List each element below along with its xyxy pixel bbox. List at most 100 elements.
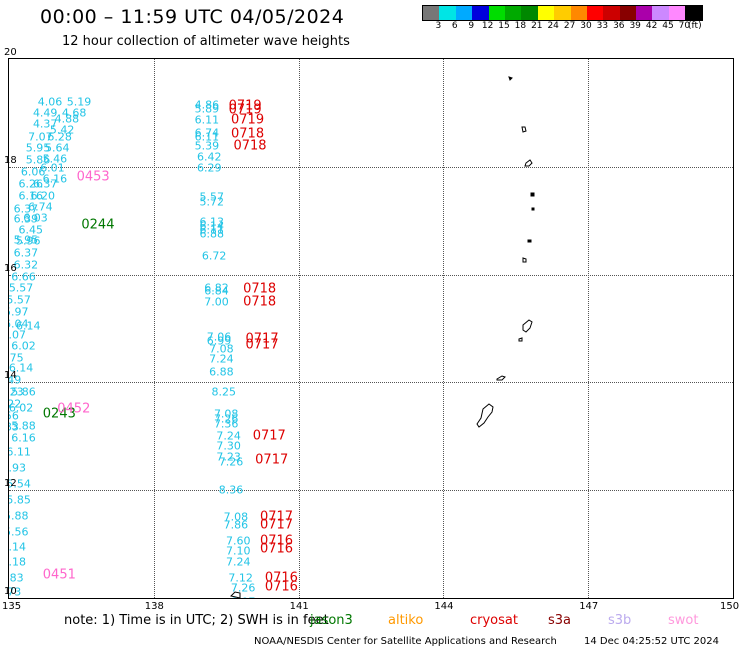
y-tick-label: 10 [4,586,17,597]
wave-height-value: 5.23 [9,385,24,399]
pass-time-label: 0716 [264,579,298,595]
wave-height-value: 5.42 [49,123,75,137]
wave-height-value: 5.19 [66,95,92,109]
colorbar-swatch [521,6,538,20]
colorbar-label: 45 [662,21,674,31]
wave-height-value: 6.72 [201,249,227,263]
wave-height-value: 7.06 [206,330,232,344]
x-tick-label: 135 [2,601,22,612]
wave-height-value: 5.39 [194,139,220,153]
wave-height-value: 5.85 [8,493,31,507]
wave-height-value: 8.25 [211,385,237,399]
wave-height-value: 5.56 [9,409,19,423]
wave-height-value: 5.22 [8,397,22,411]
wave-height-value: 5.56 [9,525,29,539]
pass-time-label: 0719 [231,112,265,128]
wave-height-value: 6.37 [32,177,58,191]
wave-height-value: 5.64 [45,141,70,155]
wave-height-value: 7.26 [218,455,244,469]
wave-height-value: 6.14 [16,319,41,333]
wave-height-value: 6.99 [206,334,232,348]
wave-height-value: 6.28 [47,130,72,144]
pass-time-label: 0244 [81,217,115,233]
wave-height-value: 6.07 [8,328,27,342]
colorbar-swatch [586,6,604,20]
wave-height-value: 5.95 [25,141,51,155]
wave-height-value: 6.02 [8,401,34,415]
colorbar-label: 30 [580,21,592,31]
grid-line-lat [9,382,733,384]
mission-legend-item: jason3 [310,613,353,628]
wave-height-value: 5.88 [9,509,29,523]
colorbar-label: 21 [531,21,543,31]
grid-line-lon [298,59,300,598]
colorbar-label: 42 [645,21,658,31]
wave-height-value: 6.37 [13,246,39,260]
wave-height-value: 5.54 [8,477,31,491]
island-guguan [531,207,535,211]
wave-height-value: 6.37 [13,202,39,216]
wave-height-value: 6.14 [8,540,27,554]
pass-time-label: 0717 [252,428,286,444]
wave-height-value: 6.29 [197,161,222,175]
wave-height-value: 5.57 [199,190,224,204]
wave-height-value: 8.36 [218,483,244,497]
colorbar-swatch [668,6,686,20]
colorbar-label: 3 [435,21,442,31]
wave-height-value: 7.26 [213,412,239,426]
x-tick-label: 150 [720,601,740,612]
wave-height-value: 7.23 [216,450,241,464]
wave-height-value: 5.46 [42,152,68,166]
colorbar-label: 18 [514,21,527,31]
wave-height-value: 6.20 [30,189,56,203]
mission-legend-item: altiko [388,613,424,628]
mission-legend-item: s3a [548,613,572,628]
wave-height-value: 7.24 [226,555,251,569]
colorbar-swatch [423,6,440,20]
island-maug [521,126,527,133]
colorbar-label: 36 [613,21,625,31]
wave-height-value: 5.93 [8,461,27,475]
landmasses [230,76,535,598]
wave-height-value: 5.97 [9,305,29,319]
wave-height-value: 4.37 [32,117,58,131]
wave-height-value: 7.00 [204,295,229,309]
colorbar-label: 39 [629,21,641,31]
footer-credit: NOAA/NESDIS Center for Satellite Applica… [254,636,557,647]
wave-height-value: 6.11 [194,130,220,144]
wave-height-value: 4.06 [37,95,63,109]
wave-height-value: 6.16 [18,189,43,203]
island-farallon [508,76,513,81]
pass-time-label: 0453 [76,169,110,184]
wave-height-value: 6.16 [42,172,68,186]
island-south [230,591,241,598]
wave-height-value: 7.60 [226,534,251,548]
island-saipan [522,319,533,333]
mission-legend-item: swot [668,613,699,628]
colorbar-swatch [472,6,489,20]
wave-height-value: 7.07 [28,130,53,144]
wave-height-value: 6.45 [18,223,43,237]
pass-time-label: 0452 [57,401,91,417]
island-rota [496,375,506,381]
wave-height-value: 6.18 [8,555,27,569]
wave-height-value: 6.39 [13,212,39,226]
pass-time-label: 0717 [245,331,279,347]
wave-height-value: 6.88 [199,227,224,241]
wave-height-value: 5.72 [199,195,224,209]
map-area: 4.06 5.19 4.49 4.68 4.88 4.37 5.42 7.07 6.28 5.95… [8,58,734,599]
mission-legend-item: s3b [608,613,632,628]
pass-time-label: 0718 [233,138,267,154]
wave-height-value: 5.86 [11,385,36,399]
grid-line-lat [9,490,733,492]
x-tick-label: 144 [434,601,454,612]
grid-line-lat [9,166,733,168]
pass-time-label: 0719 [228,102,262,118]
wave-height-value: 7.08 [223,510,249,524]
pass-time-label: 0716 [259,541,294,557]
wave-height-value: 6.14 [199,219,224,233]
wave-height-value: 4.86 [194,98,220,112]
pass-time-label: 0717 [259,509,294,525]
pass-time-label: 0717 [245,337,279,353]
island-pagan [524,159,533,167]
